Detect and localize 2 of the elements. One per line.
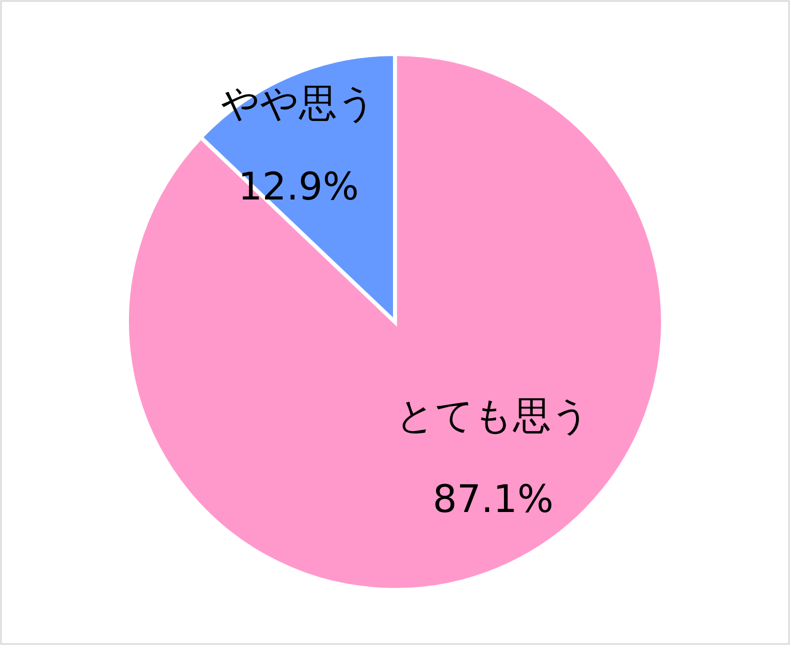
slice-label: とても思う — [396, 393, 590, 438]
data-label: 87.1% — [432, 477, 554, 522]
